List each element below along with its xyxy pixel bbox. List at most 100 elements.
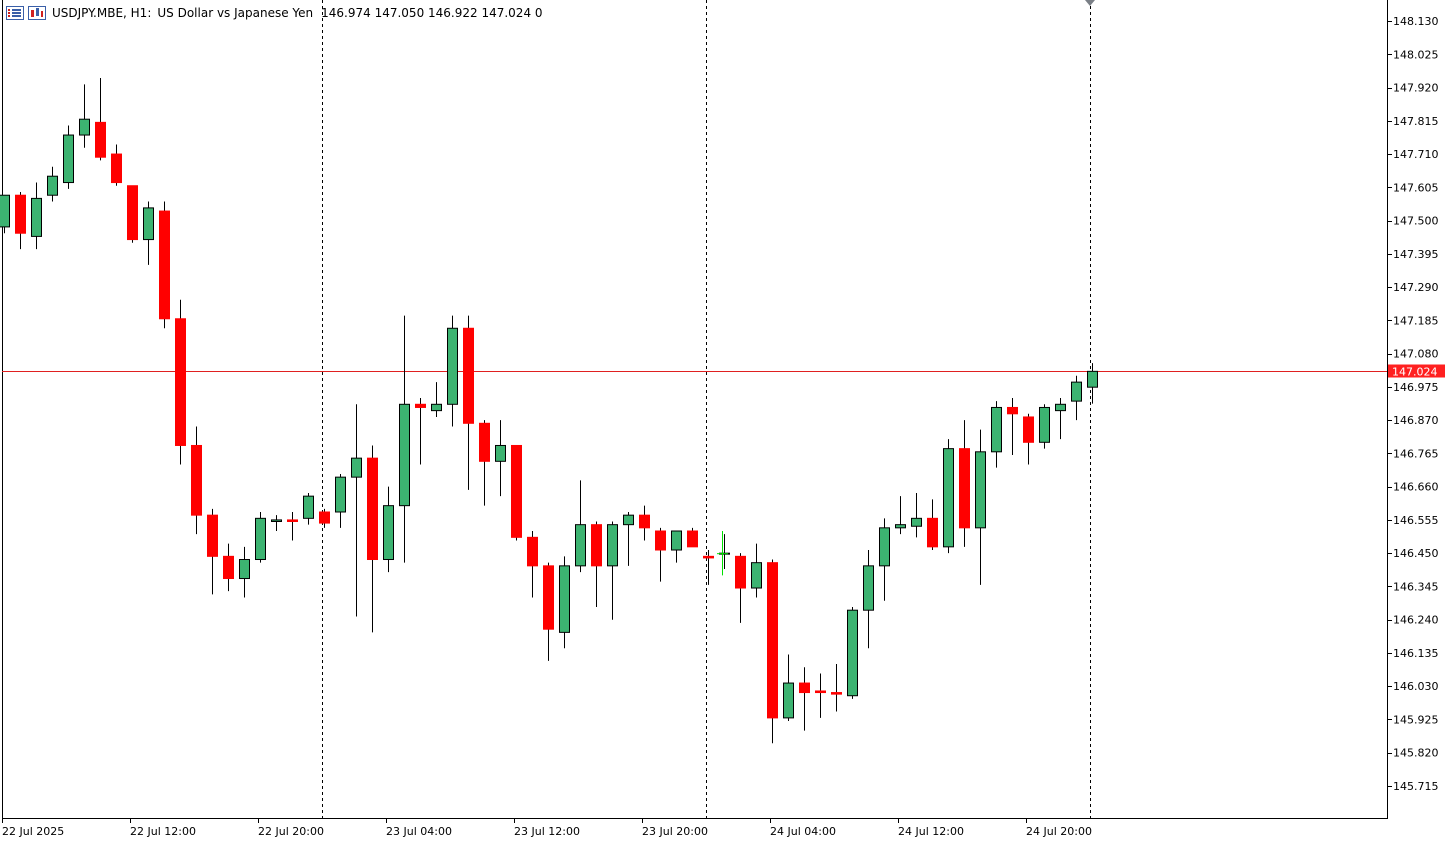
- candle[interactable]: [159, 201, 170, 329]
- candle[interactable]: [239, 546, 250, 598]
- candle[interactable]: [799, 667, 810, 731]
- candle[interactable]: [63, 125, 74, 189]
- candle[interactable]: [0, 194, 10, 234]
- price-axis-label: 147.290: [1393, 281, 1439, 294]
- candle[interactable]: [863, 550, 874, 649]
- candle[interactable]: [447, 315, 458, 427]
- ohlc-values: 146.974 147.050 146.922 147.024 0: [321, 6, 543, 20]
- candle[interactable]: [111, 144, 122, 186]
- candle[interactable]: [991, 401, 1002, 468]
- candle[interactable]: [703, 550, 714, 585]
- candle[interactable]: [575, 480, 586, 573]
- candle[interactable]: [95, 78, 106, 161]
- candle[interactable]: [319, 508, 330, 528]
- chart-header: USDJPY.MBE, H1: US Dollar vs Japanese Ye…: [6, 4, 543, 22]
- price-axis-label: 146.870: [1393, 414, 1439, 427]
- candle[interactable]: [47, 166, 58, 202]
- candle-body: [511, 444, 522, 538]
- candle[interactable]: [223, 543, 234, 592]
- candle[interactable]: [1071, 375, 1082, 421]
- candle[interactable]: [543, 562, 554, 661]
- candle[interactable]: [671, 530, 682, 563]
- candle[interactable]: [783, 654, 794, 722]
- chart-window-icon[interactable]: [28, 6, 46, 20]
- candle[interactable]: [559, 556, 570, 649]
- chart-shift-marker[interactable]: [1085, 0, 1095, 6]
- candle[interactable]: [975, 429, 986, 585]
- time-axis-label: 23 Jul 04:00: [386, 825, 452, 838]
- candle[interactable]: [927, 499, 938, 551]
- candle[interactable]: [1039, 404, 1050, 449]
- candle[interactable]: [143, 201, 154, 265]
- candle[interactable]: [367, 445, 378, 633]
- candle[interactable]: [463, 315, 474, 490]
- candle[interactable]: [623, 511, 634, 566]
- candle[interactable]: [255, 511, 266, 563]
- candle[interactable]: [1023, 413, 1034, 465]
- current-price-label: 147.024: [1392, 366, 1438, 379]
- price-axis-label: 146.975: [1393, 381, 1439, 394]
- candle[interactable]: [15, 192, 26, 250]
- candle[interactable]: [767, 559, 778, 744]
- candle[interactable]: [271, 515, 282, 531]
- candle-body: [319, 511, 330, 524]
- candle[interactable]: [831, 664, 842, 712]
- candle[interactable]: [735, 553, 746, 623]
- candle[interactable]: [639, 505, 650, 541]
- candle[interactable]: [911, 492, 922, 538]
- candle-body: [159, 210, 170, 320]
- price-axis-label: 146.240: [1393, 614, 1439, 627]
- candle[interactable]: [335, 473, 346, 528]
- candle[interactable]: [1007, 397, 1018, 455]
- time-axis-label: 22 Jul 2025: [2, 825, 64, 838]
- candle[interactable]: [207, 508, 218, 595]
- candle[interactable]: [879, 518, 890, 601]
- candle[interactable]: [303, 492, 314, 525]
- candle-body: [703, 555, 714, 559]
- candle[interactable]: [895, 496, 906, 535]
- candle[interactable]: [847, 607, 858, 699]
- candle[interactable]: [591, 521, 602, 608]
- candle[interactable]: [959, 420, 970, 547]
- price-axis-label: 146.660: [1393, 481, 1439, 494]
- candle[interactable]: [607, 521, 618, 620]
- candle[interactable]: [655, 527, 666, 582]
- candle-body: [191, 444, 202, 516]
- candle[interactable]: [175, 299, 186, 465]
- candle-body: [639, 514, 650, 529]
- candle-body: [1039, 406, 1050, 443]
- symbol-label: USDJPY.MBE, H1:: [52, 6, 152, 20]
- candle[interactable]: [687, 527, 698, 548]
- candle[interactable]: [287, 511, 298, 541]
- candle[interactable]: [511, 444, 522, 541]
- candle[interactable]: [79, 84, 90, 148]
- candle[interactable]: [943, 439, 954, 554]
- symbol-list-icon[interactable]: [6, 6, 24, 20]
- candle[interactable]: [127, 185, 138, 243]
- candle[interactable]: [527, 531, 538, 598]
- candle-body: [527, 536, 538, 567]
- candle-body: [687, 530, 698, 548]
- candle[interactable]: [191, 426, 202, 535]
- candle[interactable]: [815, 673, 826, 718]
- candle[interactable]: [431, 382, 442, 417]
- candle-body: [895, 524, 906, 529]
- candle[interactable]: [415, 397, 426, 465]
- candle-body: [767, 562, 778, 719]
- candle[interactable]: [31, 182, 42, 250]
- candle[interactable]: [751, 543, 762, 598]
- candle[interactable]: [1087, 363, 1098, 404]
- candle[interactable]: [495, 420, 506, 497]
- candle[interactable]: [383, 486, 394, 573]
- candle-body: [1087, 370, 1098, 388]
- candle[interactable]: [719, 534, 730, 570]
- candle[interactable]: [1055, 397, 1066, 440]
- time-axis-label: 24 Jul 04:00: [770, 825, 836, 838]
- candle[interactable]: [351, 404, 362, 617]
- candle-body: [415, 403, 426, 408]
- candle-body: [943, 448, 954, 548]
- candle[interactable]: [479, 420, 490, 506]
- candle[interactable]: [399, 315, 410, 563]
